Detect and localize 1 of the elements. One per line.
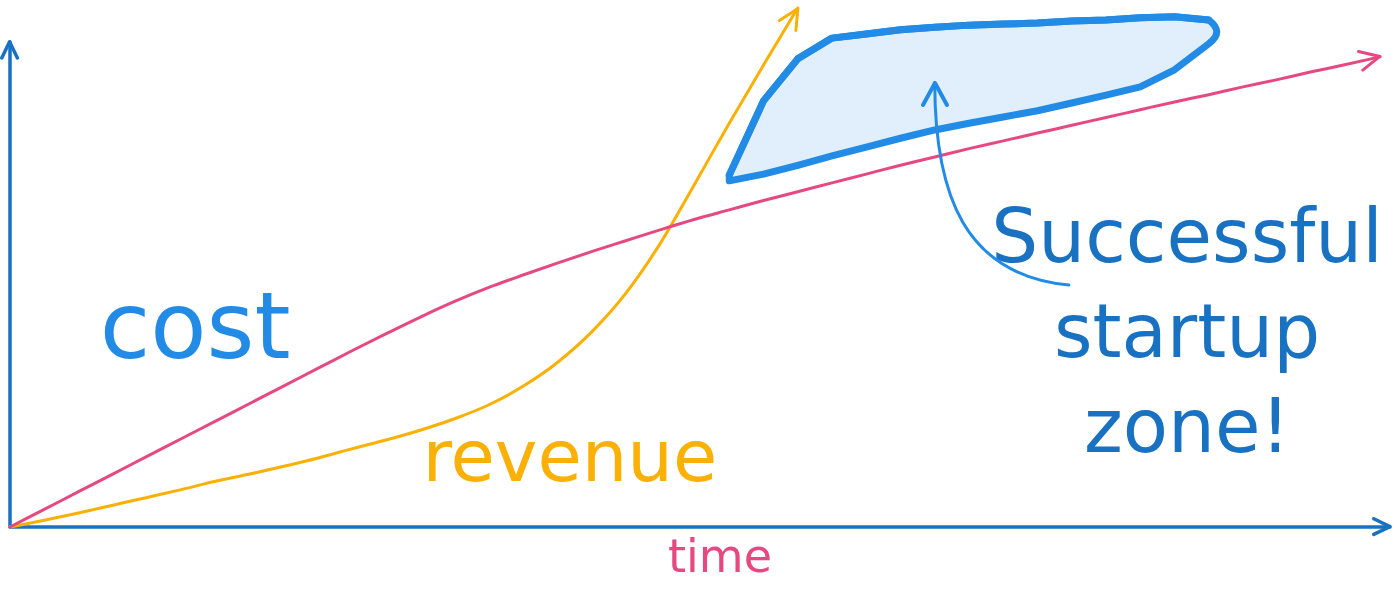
x-axis-title: time — [668, 529, 772, 583]
